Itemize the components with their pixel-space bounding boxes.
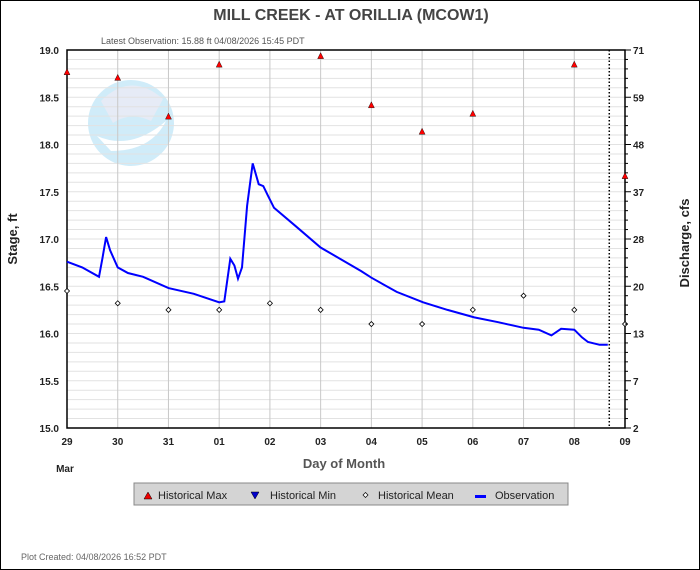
grid [67, 50, 625, 428]
x-tick-label: 07 [518, 437, 530, 448]
y-tick-label: 17.0 [40, 235, 60, 246]
noaa-logo [88, 80, 174, 166]
y2-tick-label: 37 [633, 188, 645, 199]
legend-observation-icon [475, 495, 486, 498]
historical-max-point [570, 60, 578, 68]
legend-observation-label: Observation [495, 490, 554, 502]
historical-mean-point [571, 306, 578, 313]
x-tick-label: 02 [264, 437, 276, 448]
chart-marks [63, 50, 629, 428]
historical-max-point [63, 68, 71, 75]
historical-mean-point [114, 300, 121, 307]
axes: 29 30 31 01 02 03 04 05 06 07 08 09 15.0 15.5 16.0 16.5… [40, 46, 645, 448]
legend-min-icon [250, 491, 260, 500]
historical-mean-point [165, 306, 172, 313]
y-axis-label: Stage, ft [5, 213, 20, 265]
y2-tick-label: 28 [633, 235, 645, 246]
x-tick-label: 09 [619, 437, 631, 448]
historical-mean-point [266, 300, 273, 307]
historical-mean-point [317, 306, 324, 313]
historical-mean-point [469, 306, 476, 313]
legend-max-label: Historical Max [158, 490, 228, 502]
y-tick-label: 19.0 [40, 46, 60, 57]
historical-max-point [621, 172, 629, 179]
legend-mean-label: Historical Mean [378, 490, 454, 502]
y-tick-label: 16.5 [40, 282, 60, 293]
y2-tick-label: 59 [633, 93, 645, 104]
historical-max-point [469, 109, 477, 117]
x-tick-label: 29 [61, 437, 73, 448]
historical-mean-point [368, 320, 375, 328]
x-tick-label: 08 [569, 437, 581, 448]
plot-created: Plot Created: 04/08/2026 16:52 PDT [21, 552, 167, 562]
y-tick-label: 17.5 [40, 188, 60, 199]
x-tick-label: 31 [163, 437, 175, 448]
historical-mean-point [520, 292, 527, 299]
month-label: Mar [56, 464, 74, 475]
historical-mean-point [216, 306, 223, 313]
historical-mean-point [419, 320, 426, 328]
legend-box [133, 482, 569, 506]
y2-tick-label: 71 [633, 46, 645, 57]
y2-tick-label: 20 [633, 282, 645, 293]
historical-mean-point [63, 287, 71, 295]
x-axis-label: Day of Month [303, 456, 385, 471]
x-tick-label: 05 [417, 437, 429, 448]
legend-max-icon [143, 491, 153, 500]
historical-max-point [114, 73, 122, 81]
historical-max-point [215, 60, 223, 68]
y-tick-label: 16.0 [40, 330, 60, 341]
historical-max-point [165, 112, 172, 120]
observation-line [66, 163, 608, 346]
x-tick-label: 30 [112, 437, 124, 448]
legend-mean-icon [362, 492, 369, 498]
y-tick-label: 18.5 [40, 93, 60, 104]
historical-max-point [418, 127, 426, 135]
latest-observation: Latest Observation: 15.88 ft 04/08/2026 … [101, 36, 305, 46]
y-tick-label: 15.0 [40, 424, 60, 435]
x-tick-label: 06 [467, 437, 479, 448]
y2-tick-label: 2 [633, 424, 639, 435]
x-tick-label: 03 [315, 437, 327, 448]
legend-min-label: Historical Min [270, 490, 336, 502]
historical-max-point [368, 101, 375, 109]
y2-tick-label: 7 [633, 377, 639, 388]
y2-tick-label: 13 [633, 330, 645, 341]
y2-tick-label: 48 [633, 141, 645, 152]
chart-title: MILL CREEK - AT ORILLIA (MCOW1) [213, 7, 489, 24]
x-tick-label: 01 [214, 437, 226, 448]
y-tick-label: 15.5 [40, 377, 60, 388]
y2-axis-label: Discharge, cfs [677, 199, 692, 288]
historical-max-point [317, 52, 324, 59]
y-tick-label: 18.0 [40, 141, 60, 152]
x-tick-label: 04 [366, 437, 378, 448]
legend: Historical Max Historical Min Historical… [133, 482, 569, 506]
